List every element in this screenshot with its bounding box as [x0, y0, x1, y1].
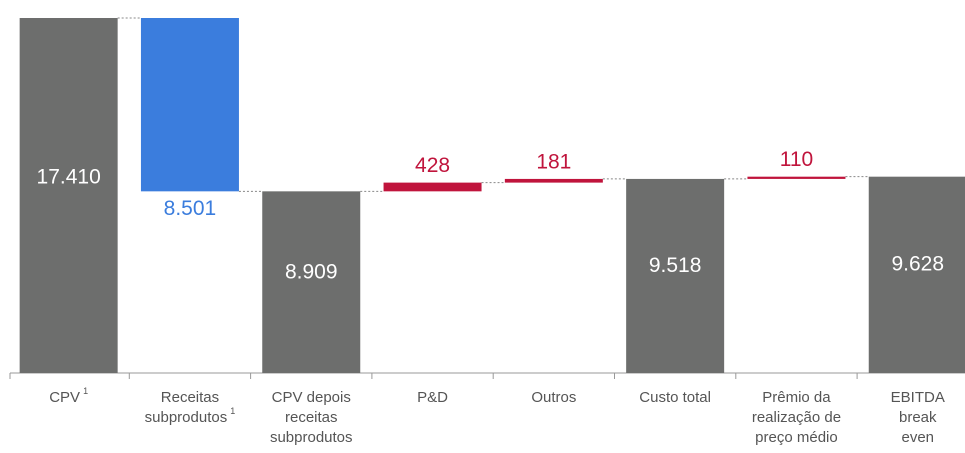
label-line: Receitas	[161, 389, 219, 406]
x-tick-label: Custo total	[639, 389, 711, 406]
value-label: 8.501	[164, 197, 217, 220]
footnote-mark: 1	[83, 386, 88, 396]
value-label: 9.628	[891, 253, 944, 276]
x-tick-label: Outros	[531, 389, 576, 406]
x-tick-label: CPV depois receitas subprodutos	[270, 389, 353, 446]
bar	[19, 18, 118, 373]
footnote-mark: 1	[230, 406, 235, 416]
label-line: even	[901, 429, 934, 446]
value-label: 181	[536, 150, 571, 173]
label-line: realização de	[752, 409, 841, 426]
label-line: preço médio	[755, 429, 838, 446]
label-line: Custo total	[639, 389, 711, 406]
bar	[504, 178, 603, 183]
x-tick-label: P&D	[417, 389, 448, 406]
label-line: P&D	[417, 389, 448, 406]
x-tick-label: EBITDA break even	[891, 389, 945, 446]
value-label: 428	[415, 154, 450, 177]
label-line: break	[899, 409, 937, 426]
bar	[868, 176, 965, 373]
bar	[140, 18, 239, 192]
x-tick-label: Receitas subprodutos 1	[145, 389, 236, 426]
bar	[262, 191, 361, 373]
x-tick-label: CPV 1	[49, 386, 88, 406]
value-label: 8.909	[285, 261, 338, 284]
value-label: 17.410	[37, 165, 101, 188]
label-line: CPV	[49, 389, 80, 406]
value-label: 9.518	[649, 254, 702, 277]
label-line: EBITDA	[891, 389, 945, 406]
bar	[747, 176, 846, 179]
bar	[383, 182, 482, 192]
bar	[626, 178, 725, 373]
x-tick-label: Prêmio da realização de preço médio	[752, 389, 841, 446]
label-line: receitas	[285, 409, 338, 426]
value-label: 110	[780, 148, 813, 171]
label-line: CPV depois	[272, 389, 351, 406]
label-line: Prêmio da	[762, 389, 831, 406]
label-line: subprodutos	[145, 409, 228, 426]
label-line: Outros	[531, 389, 576, 406]
label-line: subprodutos	[270, 429, 353, 446]
